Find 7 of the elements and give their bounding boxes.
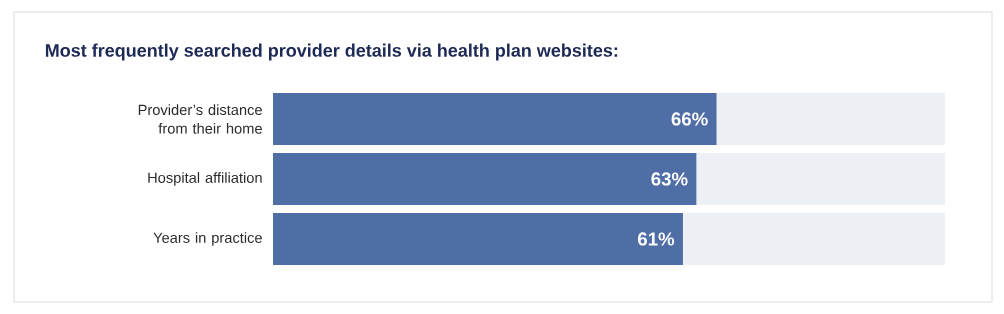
data-label: 66% bbox=[671, 112, 708, 126]
y-tick-label: Provider’s distance from their home bbox=[138, 104, 262, 134]
data-label: 61% bbox=[637, 232, 675, 246]
y-tick-label: Years in practice bbox=[153, 232, 262, 246]
chart-title: Most frequently searched provider details via health plan websites: bbox=[45, 43, 618, 61]
y-tick-label: Hospital affiliation bbox=[148, 172, 262, 186]
data-label: 63% bbox=[651, 172, 688, 186]
